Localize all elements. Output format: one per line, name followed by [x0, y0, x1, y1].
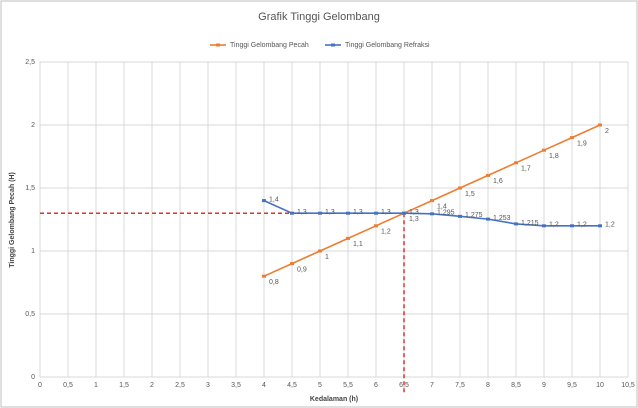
x-tick-label: 8,5: [511, 382, 521, 389]
y-tick-label: 0: [31, 374, 35, 381]
x-axis-title: Kedalaman (h): [310, 396, 358, 403]
point-marker: [542, 148, 546, 152]
legend-marker: [331, 43, 335, 47]
point-marker: [598, 123, 602, 127]
legend-label: Tinggi Gelombang Refraksi: [345, 42, 430, 49]
value-label: 2: [605, 128, 609, 135]
y-tick-label: 0,5: [25, 311, 35, 318]
value-label: 1,1: [353, 241, 363, 248]
point-marker: [570, 136, 574, 140]
x-tick-label: 10: [596, 382, 604, 389]
y-tick-label: 2,5: [25, 59, 35, 66]
point-marker: [346, 211, 350, 215]
x-tick-label: 8: [486, 382, 490, 389]
x-tick-label: 6: [374, 382, 378, 389]
point-marker: [290, 262, 294, 266]
legend-label: Tinggi Gelombang Pecah: [230, 42, 309, 49]
value-label: 1,3: [297, 209, 307, 216]
value-label: 1,253: [493, 215, 511, 222]
x-tick-label: 2: [150, 382, 154, 389]
y-axis-title: Tinggi Gelombang Pecah (H): [9, 172, 16, 268]
point-marker: [598, 224, 602, 228]
point-marker: [262, 274, 266, 278]
y-tick-label: 1,5: [25, 185, 35, 192]
value-label: 1,2: [605, 222, 615, 229]
value-label: 1: [325, 254, 329, 261]
value-label: 1,2: [381, 229, 391, 236]
x-tick-label: 0: [38, 382, 42, 389]
x-tick-label: 1: [94, 382, 98, 389]
value-label: 1,9: [577, 140, 587, 147]
x-tick-label: 5,5: [343, 382, 353, 389]
value-label: 1,8: [549, 153, 559, 160]
x-tick-label: 9: [542, 382, 546, 389]
value-label: 0,9: [297, 266, 307, 273]
point-marker: [318, 211, 322, 215]
value-label: 1,5: [465, 191, 475, 198]
point-marker: [290, 211, 294, 215]
y-tick-label: 2: [31, 122, 35, 129]
point-marker: [514, 161, 518, 165]
value-label: 1,6: [493, 178, 503, 185]
x-tick-label: 3,5: [231, 382, 241, 389]
point-marker: [374, 211, 378, 215]
value-label: 1,4: [269, 196, 279, 203]
value-label: 1,295: [437, 210, 455, 217]
x-tick-label: 3: [206, 382, 210, 389]
point-marker: [346, 236, 350, 240]
value-label: 1,3: [381, 209, 391, 216]
point-marker: [458, 214, 462, 218]
x-tick-label: 6,5: [399, 382, 409, 389]
point-marker: [430, 199, 434, 203]
point-marker: [402, 211, 406, 215]
x-tick-label: 7: [430, 382, 434, 389]
y-tick-label: 1: [31, 248, 35, 255]
x-tick-label: 7,5: [455, 382, 465, 389]
x-tick-label: 10,5: [621, 382, 635, 389]
chart-title: Grafik Tinggi Gelombang: [258, 11, 380, 23]
x-tick-label: 4: [262, 382, 266, 389]
x-tick-label: 0,5: [63, 382, 73, 389]
value-label: 1,2: [549, 222, 559, 229]
x-tick-label: 4,5: [287, 382, 297, 389]
point-marker: [318, 249, 322, 253]
value-label: 1,3: [409, 216, 419, 223]
value-label: 1,3: [353, 209, 363, 216]
point-marker: [458, 186, 462, 190]
value-label: 1,3: [409, 209, 419, 216]
point-marker: [262, 199, 266, 203]
value-label: 1,275: [465, 212, 483, 219]
point-marker: [514, 222, 518, 226]
value-label: 1,3: [325, 209, 335, 216]
legend-marker: [216, 43, 220, 47]
point-marker: [486, 173, 490, 177]
point-marker: [570, 224, 574, 228]
value-label: 1,4: [437, 203, 447, 210]
value-label: 1,7: [521, 166, 531, 173]
point-marker: [430, 212, 434, 216]
point-marker: [374, 224, 378, 228]
x-tick-label: 5: [318, 382, 322, 389]
point-marker: [542, 224, 546, 228]
x-tick-label: 9,5: [567, 382, 577, 389]
point-marker: [486, 217, 490, 221]
x-tick-label: 2,5: [175, 382, 185, 389]
x-tick-label: 1,5: [119, 382, 129, 389]
value-label: 0,8: [269, 279, 279, 286]
value-label: 1,215: [521, 220, 539, 227]
value-label: 1,2: [577, 222, 587, 229]
